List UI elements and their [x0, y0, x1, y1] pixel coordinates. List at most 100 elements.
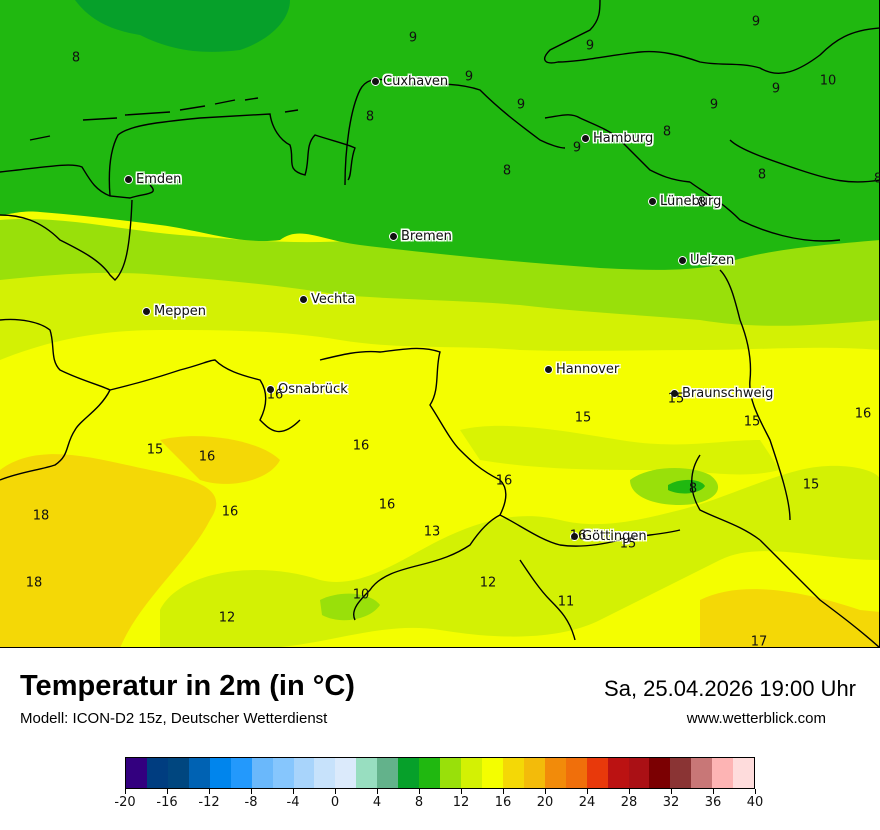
city-marker: Hannover: [544, 362, 619, 377]
colorbar-swatch: [523, 758, 545, 788]
city-dot-icon: [678, 256, 687, 265]
tick-label: 24: [578, 795, 596, 810]
temperature-value: 8: [662, 124, 672, 140]
city-marker: Cuxhaven: [371, 74, 448, 89]
temperature-value: 9: [771, 81, 781, 97]
colorbar-swatch: [419, 758, 441, 788]
tick-mark: [503, 789, 504, 794]
map-canvas: [0, 0, 879, 647]
city-dot-icon: [581, 134, 590, 143]
colorbar-swatch: [733, 758, 755, 788]
colorbar-swatch: [167, 758, 189, 788]
city-dot-icon: [299, 295, 308, 304]
city-marker: Lüneburg: [648, 194, 721, 209]
tick-mark: [167, 789, 168, 794]
temperature-value: 9: [516, 97, 526, 113]
tick-mark: [755, 789, 756, 794]
temperature-value: 18: [32, 508, 50, 524]
city-name: Cuxhaven: [383, 74, 449, 89]
temperature-value: 8: [697, 195, 707, 211]
colorbar-swatch: [691, 758, 713, 788]
city-dot-icon: [670, 389, 679, 398]
colorbar-swatch: [607, 758, 629, 788]
city-name: Meppen: [154, 304, 206, 319]
city-name: Göttingen: [582, 529, 647, 544]
temperature-value: 8: [688, 481, 698, 497]
tick-label: 20: [536, 795, 554, 810]
temperature-value: 16: [378, 497, 396, 513]
tick-mark: [419, 789, 420, 794]
temperature-value: 12: [218, 610, 236, 626]
temperature-value: 15: [667, 391, 685, 407]
city-name: Osnabrück: [278, 382, 348, 397]
colorbar-swatch: [126, 758, 147, 788]
colorbar-swatch: [314, 758, 336, 788]
city-name: Bremen: [401, 229, 452, 244]
tick-label: 4: [372, 795, 382, 810]
temperature-value: 15: [574, 410, 592, 426]
colorbar-swatch: [481, 758, 503, 788]
colorbar-swatch: [230, 758, 252, 788]
tick-label: 36: [704, 795, 722, 810]
city-name: Hamburg: [593, 131, 654, 146]
colorbar-swatch: [502, 758, 524, 788]
city-marker: Osnabrück: [266, 382, 348, 397]
colorbar-swatch: [649, 758, 671, 788]
colorbar-swatch: [251, 758, 273, 788]
tick-label: 32: [662, 795, 680, 810]
city-dot-icon: [648, 197, 657, 206]
temperature-value: 16: [569, 528, 587, 544]
website-link[interactable]: www.wetterblick.com: [686, 710, 826, 727]
temperature-value: 9: [585, 38, 595, 54]
city-name: Uelzen: [690, 253, 735, 268]
city-marker: Meppen: [142, 304, 206, 319]
temperature-value: 12: [479, 575, 497, 591]
temperature-value: 8: [873, 171, 880, 187]
temperature-value: 15: [743, 414, 761, 430]
tick-mark: [251, 789, 252, 794]
temperature-value: 16: [221, 504, 239, 520]
temperature-value: 15: [619, 536, 637, 552]
colorbar-swatch: [544, 758, 566, 788]
city-name: Hannover: [556, 362, 620, 377]
city-marker: Emden: [124, 172, 181, 187]
tick-label: 40: [746, 795, 764, 810]
temperature-value: 9: [572, 140, 582, 156]
temperature-value: 8: [502, 163, 512, 179]
city-marker: Vechta: [299, 292, 355, 307]
temperature-value: 16: [266, 387, 284, 403]
city-dot-icon: [544, 365, 553, 374]
tick-label: 8: [414, 795, 424, 810]
temperature-value: 10: [352, 587, 370, 603]
city-marker: Uelzen: [678, 253, 734, 268]
city-name: Emden: [136, 172, 182, 187]
colorbar-swatch: [440, 758, 461, 788]
temperature-value: 16: [854, 406, 872, 422]
colorbar-swatch: [628, 758, 650, 788]
temperature-map: [0, 0, 880, 648]
tick-mark: [713, 789, 714, 794]
forecast-datetime: Sa, 25.04.2026 19:00 Uhr: [604, 676, 856, 701]
tick-label: 28: [620, 795, 638, 810]
city-name: Braunschweig: [682, 386, 774, 401]
colorbar-swatch: [272, 758, 294, 788]
tick-mark: [629, 789, 630, 794]
temperature-value: 8: [757, 167, 767, 183]
tick-mark: [209, 789, 210, 794]
tick-mark: [293, 789, 294, 794]
colorbar-swatch: [712, 758, 734, 788]
temperature-value: 11: [557, 594, 575, 610]
colorbar-swatch: [586, 758, 608, 788]
city-dot-icon: [142, 307, 151, 316]
temperature-value: 10: [819, 73, 837, 89]
temperature-colorbar: [125, 757, 755, 789]
map-title: Temperatur in 2m (in °C): [20, 670, 355, 702]
colorbar-swatch: [146, 758, 168, 788]
temperature-value: 8: [71, 50, 81, 66]
temperature-value: 15: [802, 477, 820, 493]
city-dot-icon: [124, 175, 133, 184]
tick-label: -12: [198, 795, 220, 810]
temperature-value: 8: [365, 109, 375, 125]
tick-mark: [377, 789, 378, 794]
city-dot-icon: [389, 232, 398, 241]
